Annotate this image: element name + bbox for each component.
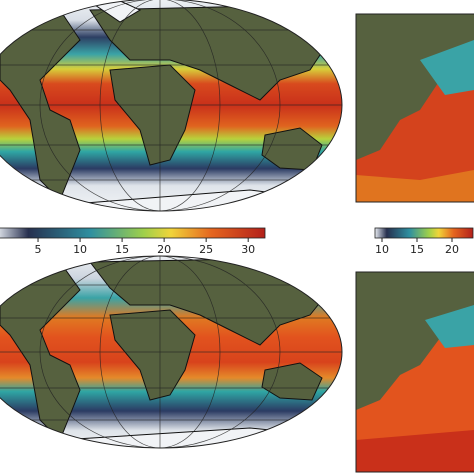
colorbar-tick-label: 25 — [199, 243, 213, 256]
regional-map-bottom — [355, 271, 474, 473]
global-map-top — [0, 0, 342, 211]
colorbar-tick-label: 30 — [241, 243, 255, 256]
global-map-bottom — [0, 256, 342, 448]
colorbars: 5 10 15 20 25 30 10 15 20 — [0, 227, 474, 256]
colorbar-tick-label: 15 — [115, 243, 129, 256]
regional-map-top — [355, 13, 474, 203]
colorbar-tick-label: 10 — [73, 243, 87, 256]
colorbar — [374, 227, 474, 239]
colorbar-tick-label: 20 — [445, 243, 459, 256]
colorbar-tick-label: 10 — [375, 243, 389, 256]
colorbar — [0, 227, 266, 239]
colorbar-tick-label: 15 — [410, 243, 424, 256]
colorbar-tick-label: 5 — [35, 243, 42, 256]
colorbar-tick-label: 20 — [157, 243, 171, 256]
